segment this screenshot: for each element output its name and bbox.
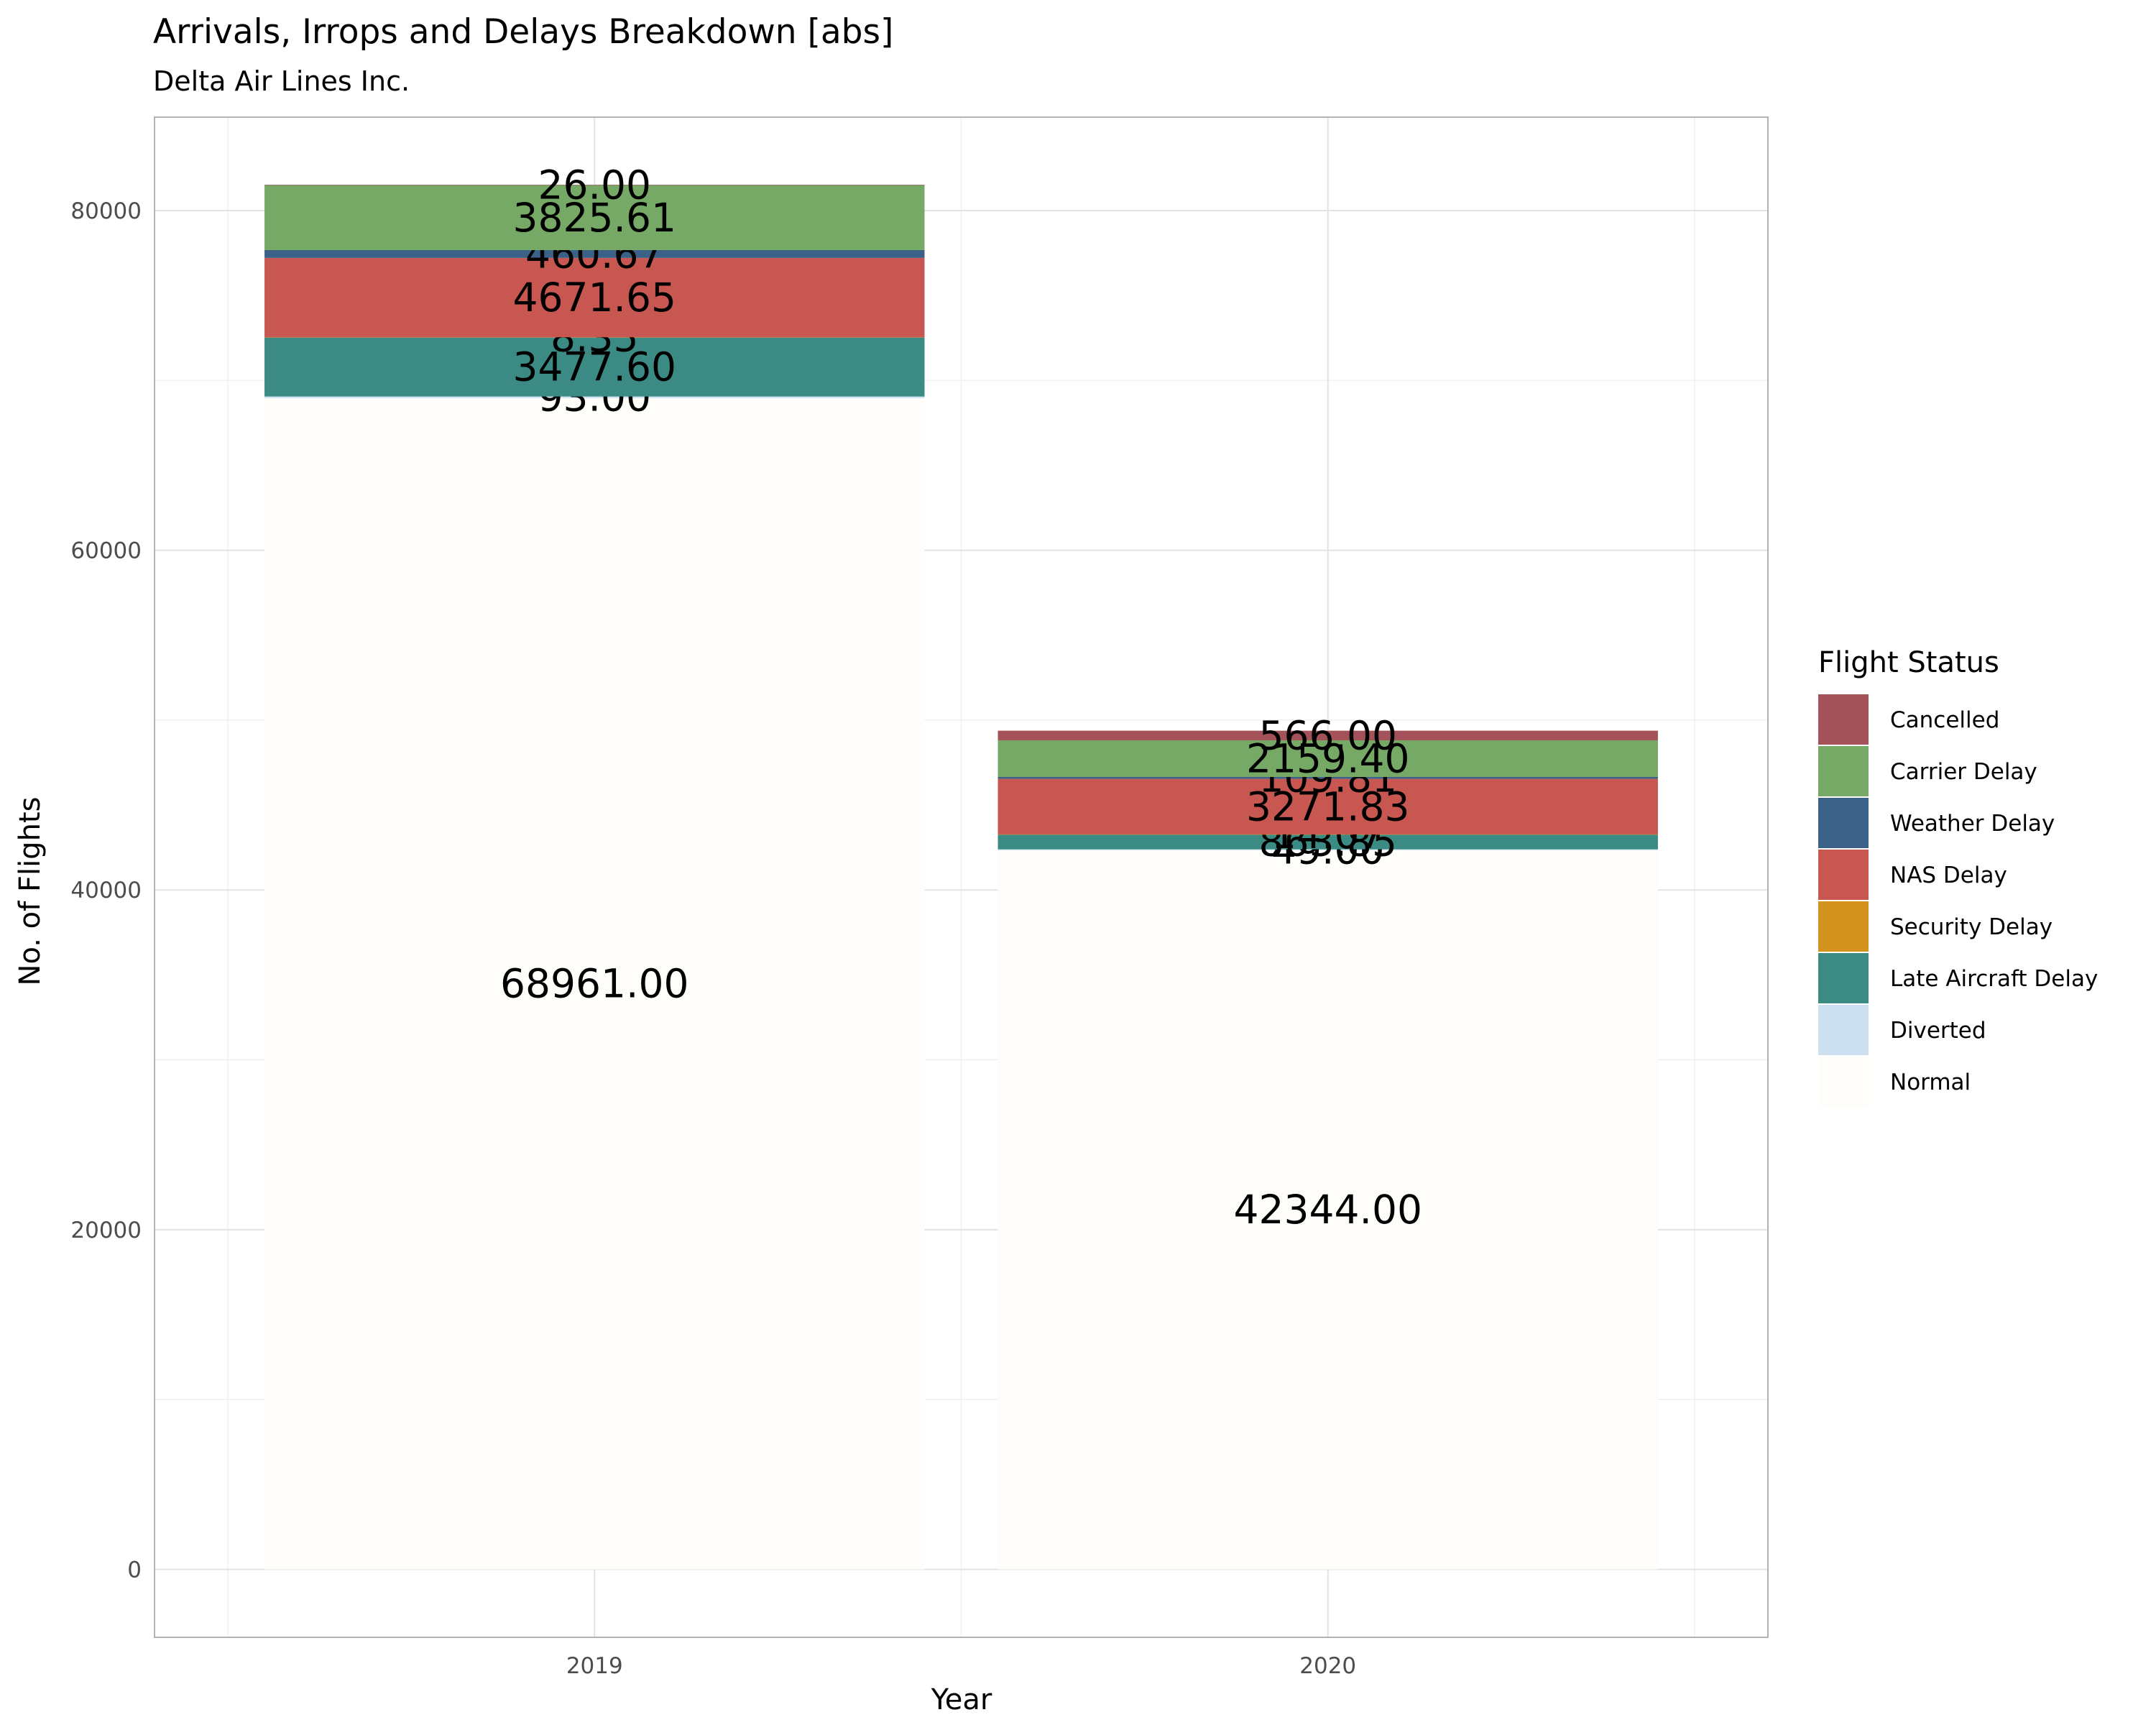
- legend-title: Flight Status: [1818, 646, 1999, 679]
- legend-label: Late Aircraft Delay: [1890, 966, 2098, 992]
- data-label: 2159.40: [1246, 736, 1409, 782]
- data-label: 68961.00: [500, 961, 688, 1007]
- legend-label: Cancelled: [1890, 707, 1999, 733]
- y-tick-label: 20000: [70, 1218, 142, 1243]
- legend-label: NAS Delay: [1890, 862, 2007, 888]
- legend-label: Weather Delay: [1890, 811, 2055, 837]
- bar-segment: [998, 850, 1658, 1570]
- legend: Cancelled Carrier Delay Weather Delay NAS D…: [1818, 694, 2098, 1107]
- bar-segment: [998, 778, 1658, 834]
- data-label: 4671.65: [513, 275, 676, 321]
- data-label: 3477.60: [513, 344, 676, 390]
- legend-label: Security Delay: [1890, 914, 2053, 940]
- bar-segment: [264, 397, 925, 1570]
- panel-border: [154, 116, 1769, 1638]
- bar-segment: [264, 257, 925, 338]
- x-axis-title: Year: [931, 1683, 992, 1716]
- y-tick-label: 40000: [70, 878, 142, 903]
- chart-title: Arrivals, Irrops and Delays Breakdown [a…: [153, 12, 893, 52]
- x-tick-label: 2020: [1299, 1653, 1356, 1679]
- y-axis-title: No. of Flights: [14, 797, 47, 986]
- bar-segment: [998, 834, 1658, 835]
- bar-segment: [264, 249, 925, 258]
- y-tick-label: 60000: [70, 538, 142, 564]
- legend-key: [1818, 746, 1869, 796]
- y-tick-label: 80000: [70, 198, 142, 224]
- legend-key: [1818, 694, 1869, 745]
- y-tick-label: 0: [127, 1557, 142, 1583]
- bar-segment: [998, 834, 1658, 850]
- data-label: 42344.00: [1234, 1187, 1422, 1233]
- legend-label: Carrier Delay: [1890, 759, 2037, 785]
- data-label: 26.00: [538, 162, 651, 208]
- bar-segment: [264, 185, 925, 250]
- legend-key: [1818, 798, 1869, 848]
- bar-segment: [998, 777, 1658, 779]
- legend-key: [1818, 1057, 1869, 1107]
- data-label: 3271.83: [1246, 783, 1409, 829]
- bar-segment: [998, 740, 1658, 778]
- bar-segment: [264, 337, 925, 397]
- legend-key: [1818, 901, 1869, 952]
- data-label: 566.00: [1259, 712, 1397, 758]
- legend-key: [1818, 1005, 1869, 1055]
- data-label: 3825.61: [513, 195, 676, 241]
- chart-subtitle: Delta Air Lines Inc.: [153, 65, 410, 97]
- bar-segment: [264, 396, 925, 398]
- legend-label: Normal: [1890, 1070, 1971, 1095]
- bar-segment: [998, 730, 1658, 740]
- legend-key: [1818, 850, 1869, 900]
- x-tick-label: 2019: [566, 1653, 623, 1679]
- legend-label: Diverted: [1890, 1018, 1986, 1044]
- bar-segment: [264, 337, 925, 338]
- legend-key: [1818, 953, 1869, 1003]
